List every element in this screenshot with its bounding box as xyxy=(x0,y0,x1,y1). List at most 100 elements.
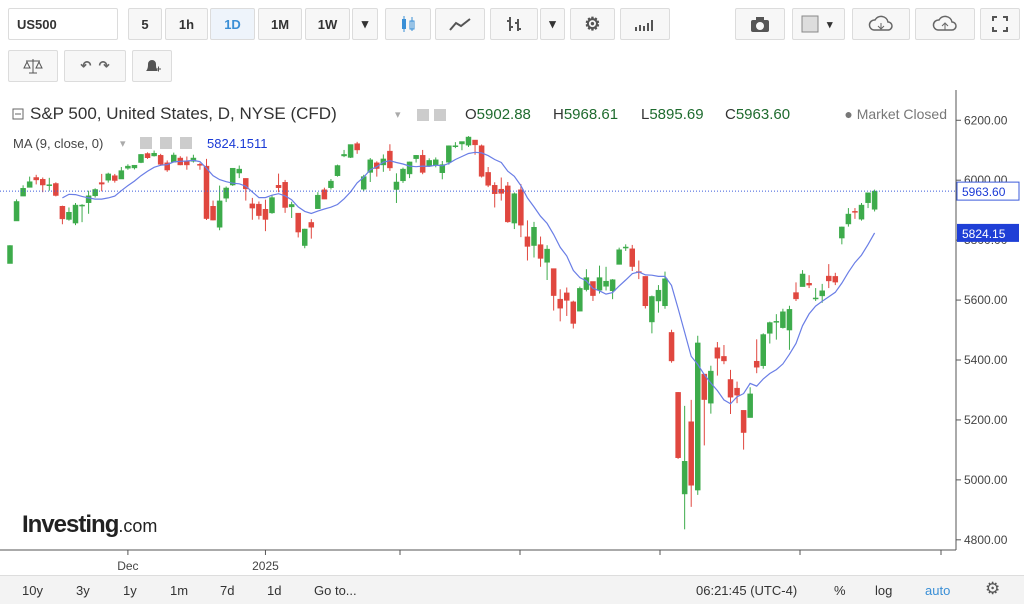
y-tick-label: 4800.00 xyxy=(964,533,1008,547)
candle-body xyxy=(406,161,413,175)
candle-body xyxy=(151,152,157,157)
type-dropdown[interactable]: ▾ xyxy=(540,8,565,40)
candle-body xyxy=(138,154,144,163)
candle-body xyxy=(387,150,393,169)
candle-body xyxy=(452,145,459,147)
interval-button[interactable]: 1W xyxy=(305,8,350,40)
candle-body xyxy=(249,203,256,209)
candle-body xyxy=(308,222,315,228)
interval-button[interactable]: 1D xyxy=(210,8,255,40)
range-button[interactable]: 10y xyxy=(22,583,43,598)
candle-body xyxy=(223,187,229,199)
y-tick-label: 5400.00 xyxy=(964,353,1008,367)
candle-body xyxy=(144,153,151,158)
candle-body xyxy=(727,379,734,398)
candle-body xyxy=(570,301,577,324)
bar-type-button[interactable] xyxy=(490,8,538,40)
candle-type-button[interactable] xyxy=(385,8,431,40)
range-button[interactable]: 1d xyxy=(267,583,282,598)
alert-button[interactable] xyxy=(132,50,172,82)
candle-body xyxy=(662,278,668,307)
candle-body xyxy=(334,165,341,176)
candle-body xyxy=(262,209,269,220)
candle-body xyxy=(537,244,544,259)
candle-body xyxy=(328,180,334,188)
load-button[interactable] xyxy=(852,8,910,40)
watermark-brand: Investing xyxy=(22,511,119,538)
candle-body xyxy=(341,154,347,157)
range-button[interactable]: 7d xyxy=(220,583,235,598)
candle-body xyxy=(446,145,452,163)
scale-option[interactable]: % xyxy=(834,583,846,598)
settings-button[interactable]: ⚙ xyxy=(570,8,615,40)
candle-body xyxy=(609,279,616,292)
candle-body xyxy=(681,461,688,495)
candle-body xyxy=(603,280,609,287)
candle-body xyxy=(478,145,485,177)
time-axis-ticks xyxy=(399,550,942,555)
interval-dropdown[interactable]: ▾ xyxy=(352,8,378,40)
ma-price-box xyxy=(957,223,1019,242)
interval-button[interactable]: 1h xyxy=(165,8,208,40)
candle-body xyxy=(7,245,13,264)
color-picker[interactable]: ▾ xyxy=(792,8,845,40)
range-button[interactable]: 1m xyxy=(170,583,189,598)
candle-body xyxy=(190,157,197,162)
range-button[interactable]: 1y xyxy=(123,583,137,598)
candle-body xyxy=(799,273,806,287)
line-type-button[interactable] xyxy=(435,8,485,40)
candle-body xyxy=(236,168,242,174)
interval-button[interactable]: 5 xyxy=(128,8,162,40)
scale-option[interactable]: auto xyxy=(925,583,951,598)
market-status-text: Market Closed xyxy=(857,106,947,122)
indicator-value: 5824.1511 xyxy=(207,136,268,151)
screenshot-button[interactable] xyxy=(735,8,785,40)
chart: S&P 500, United States, D, NYSE (CFD) ▾ … xyxy=(0,90,1024,575)
candle-body xyxy=(125,165,131,169)
candle-body xyxy=(721,356,727,362)
x-tick-label: 2025 xyxy=(252,559,279,573)
title-dropdown[interactable]: ▾ xyxy=(395,109,401,121)
candle-body xyxy=(426,160,432,167)
candle-body xyxy=(531,227,537,246)
candle-body xyxy=(66,212,72,220)
indicator-dropdown[interactable]: ▾ xyxy=(120,138,126,150)
candle-body xyxy=(747,393,753,418)
candle-body xyxy=(557,298,563,309)
candle-body xyxy=(812,297,819,300)
fullscreen-button[interactable] xyxy=(980,8,1020,40)
save-button[interactable] xyxy=(915,8,975,40)
candle-body xyxy=(596,277,603,291)
candle-body xyxy=(577,288,583,312)
candle-body xyxy=(439,164,446,173)
candle-body xyxy=(865,192,871,203)
candle-body xyxy=(714,347,721,359)
goto-button[interactable]: Go to... xyxy=(314,583,357,598)
ohlc-legend-item: L5895.69 xyxy=(641,106,704,123)
candle-body xyxy=(832,276,839,283)
collapse-icon[interactable] xyxy=(12,108,24,120)
last-price-label: 5963.60 xyxy=(962,185,1006,199)
candle-body xyxy=(229,167,236,186)
compare-button[interactable] xyxy=(8,50,58,82)
candle-body xyxy=(118,170,125,180)
ohlc-key: C xyxy=(725,106,736,123)
y-tick-label: 6200.00 xyxy=(964,113,1008,127)
candle-body xyxy=(649,296,655,323)
candle-body xyxy=(53,183,59,196)
range-button[interactable]: 3y xyxy=(76,583,90,598)
candle-body xyxy=(275,185,282,188)
candle-body xyxy=(203,165,210,219)
candle-body xyxy=(485,172,491,186)
undo-redo[interactable]: ↶ ↷ xyxy=(64,50,126,82)
candle-body xyxy=(819,290,825,297)
symbol-input[interactable]: US500 xyxy=(8,8,118,40)
indicators-button[interactable] xyxy=(620,8,670,40)
candle-body xyxy=(302,228,308,246)
scale-option[interactable]: log xyxy=(875,583,893,598)
interval-button[interactable]: 1M xyxy=(258,8,302,40)
bottom-settings[interactable]: ⚙ xyxy=(985,579,1001,598)
ohlc-value: 5968.61 xyxy=(564,106,618,123)
candle-body xyxy=(544,248,550,263)
